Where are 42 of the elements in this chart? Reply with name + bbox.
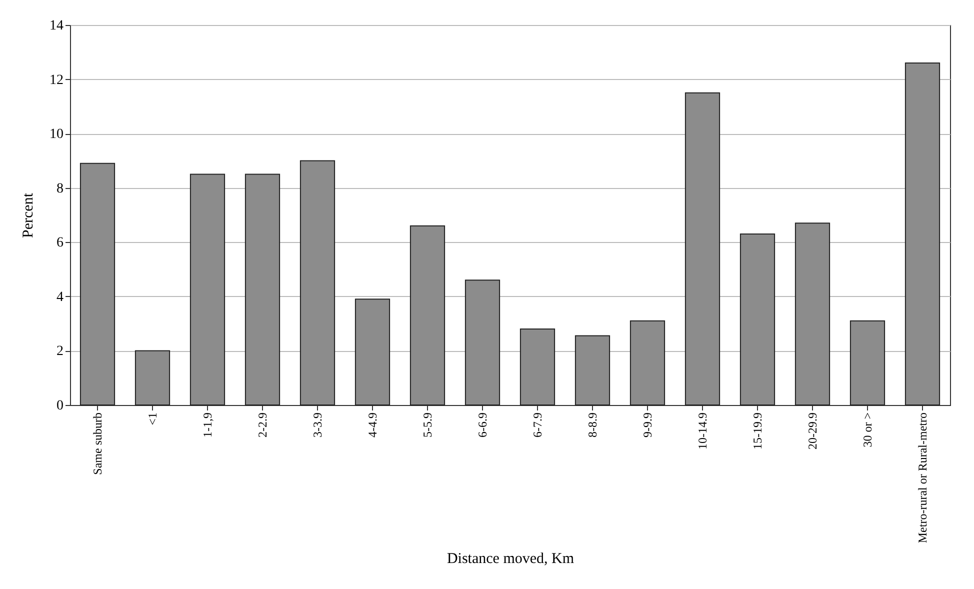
y-tick-label: 4 — [56, 290, 64, 305]
bar — [740, 234, 776, 406]
bar — [134, 350, 170, 406]
x-tick-label: 6-6.9 — [476, 412, 490, 438]
bar — [410, 225, 446, 406]
x-tick-label: 2-2.9 — [256, 412, 270, 438]
x-tick-label: 1-1,9 — [200, 412, 214, 438]
x-tick-label: 15-19.9 — [750, 412, 764, 450]
y-tick-label: 6 — [56, 236, 64, 251]
bar — [80, 162, 116, 406]
x-tick-label: 20-29.9 — [806, 412, 820, 450]
bar — [794, 222, 830, 406]
x-tick-label: 9-9.9 — [640, 412, 654, 438]
x-tick-label: 30 or > — [860, 412, 874, 448]
bar — [520, 328, 556, 406]
x-tick-label: 4-4.9 — [366, 412, 380, 438]
x-tick-label: 10-14.9 — [696, 412, 710, 450]
bar — [574, 335, 610, 406]
y-axis-title: Percent — [20, 192, 36, 238]
bar — [190, 174, 226, 406]
x-axis-title: Distance moved, Km — [446, 551, 574, 568]
x-tick-label: 5-5.9 — [420, 412, 434, 438]
x-tick-label: Same suburb — [90, 412, 104, 475]
y-tick-label: 8 — [56, 181, 64, 196]
x-tick-label: Metro-rural or Rural-metro — [916, 412, 930, 544]
x-tick-label: 8-8.9 — [586, 412, 600, 438]
bar — [300, 160, 336, 406]
bar — [850, 320, 886, 406]
bar — [904, 62, 940, 406]
bar — [684, 92, 720, 406]
y-tick-label: 12 — [50, 72, 64, 88]
x-tick-label: 3-3.9 — [310, 412, 324, 438]
y-tick-label: 0 — [56, 398, 64, 414]
bar — [630, 320, 666, 406]
y-tick-label: 2 — [56, 344, 64, 360]
x-tick-label: 6-7.9 — [530, 412, 544, 438]
y-tick-label: 10 — [50, 127, 64, 142]
y-tick-label: 14 — [50, 18, 64, 34]
bar — [244, 174, 280, 406]
x-tick-label: <1 — [146, 412, 160, 426]
bar — [464, 280, 500, 406]
bar — [354, 298, 390, 406]
